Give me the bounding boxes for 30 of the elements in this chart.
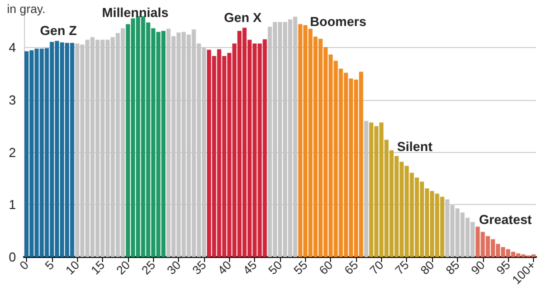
chart-subtitle: in gray. — [7, 2, 46, 16]
y-tick-label: 3 — [8, 92, 16, 108]
annotation: Millennials — [102, 5, 168, 20]
x-tick-label: 55 — [290, 258, 311, 278]
x-tick-label: 60 — [316, 258, 336, 278]
x-tick-label: 45 — [240, 258, 260, 278]
x-tick-label: 15 — [88, 258, 108, 278]
annotation: Silent — [397, 139, 434, 154]
x-tick-label: 25 — [138, 258, 158, 278]
annotation: Gen X — [224, 10, 262, 25]
x-tick-label: 65 — [342, 258, 362, 278]
x-tick-label: 95 — [494, 258, 514, 278]
y-tick-label: 2 — [8, 144, 16, 160]
x-tick-label: 85 — [443, 258, 463, 278]
x-tick-label: 50 — [266, 258, 286, 278]
x-tick-label: 70 — [367, 258, 387, 278]
annotation: Boomers — [310, 14, 366, 29]
y-tick-label: 1 — [8, 197, 16, 212]
x-tick-label: 5 — [42, 258, 58, 273]
x-tick-label: 75 — [392, 258, 412, 278]
y-tick-label: 4 — [8, 40, 16, 56]
x-tick-label: 35 — [190, 258, 210, 278]
annotation: Greatest — [479, 212, 532, 227]
x-tick-label: 40 — [214, 258, 234, 278]
x-tick-label: 20 — [114, 258, 134, 278]
x-tick-label: 90 — [468, 258, 488, 278]
x-tick-label: 80 — [418, 258, 438, 278]
x-tick-label: 10 — [62, 258, 82, 278]
x-tick-label: 30 — [164, 258, 184, 278]
annotation: Gen Z — [40, 23, 77, 38]
